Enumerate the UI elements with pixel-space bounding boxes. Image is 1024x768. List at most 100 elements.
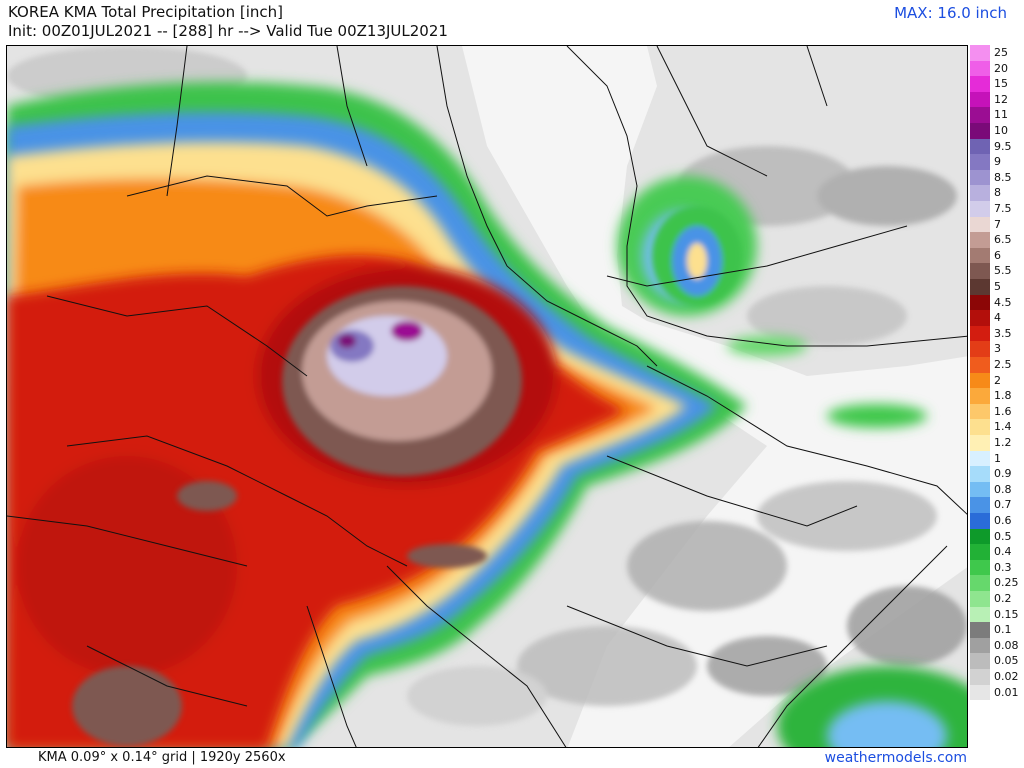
arabia-rain-cells [652, 206, 742, 306]
legend-item: 9 [970, 154, 1024, 170]
legend-swatch [970, 481, 990, 498]
legend-item: 7 [970, 216, 1024, 233]
legend-item: 5.5 [970, 263, 1024, 279]
legend-swatch [970, 528, 990, 545]
legend-item: 1.2 [970, 435, 1024, 451]
legend-swatch [970, 450, 990, 467]
precipitation-map[interactable] [6, 45, 968, 748]
legend-swatch [970, 45, 990, 61]
legend-label: 6 [994, 248, 1001, 262]
legend-swatch [970, 169, 990, 186]
legend-swatch [970, 435, 990, 451]
legend-item: 3 [970, 341, 1024, 357]
extreme-rain-core [72, 286, 522, 746]
legend-item: 6.5 [970, 232, 1024, 248]
legend-item: 0.25 [970, 575, 1024, 591]
legend-item: 0.5 [970, 528, 1024, 545]
legend-item: 4 [970, 310, 1024, 326]
legend-swatch [970, 403, 990, 420]
legend-swatch [970, 637, 990, 654]
legend-label: 7 [994, 217, 1001, 231]
legend-swatch [970, 559, 990, 576]
legend-label: 10 [994, 124, 1008, 137]
color-legend: 25 20 15 12 11 10 9.5 9 8.5 8 7.5 7 6.5 6 5.5 5 4.5 4 3.5 3… [970, 45, 1024, 715]
brand-link[interactable]: weathermodels.com [824, 750, 967, 766]
legend-item: 2.5 [970, 357, 1024, 373]
legend-swatch [970, 591, 990, 607]
legend-item: 0.6 [970, 513, 1024, 529]
legend-label: 9 [994, 155, 1001, 169]
legend-label: 1.6 [994, 404, 1012, 418]
legend-swatch [970, 294, 990, 311]
legend-label: 0.01 [994, 685, 1019, 699]
legend-item: 0.15 [970, 606, 1024, 623]
legend-item: 1.4 [970, 419, 1024, 435]
legend-label: 0.2 [994, 592, 1012, 605]
legend-item: 5 [970, 279, 1024, 295]
legend-label: 1.2 [994, 436, 1012, 449]
legend-item: 7.5 [970, 201, 1024, 217]
legend-swatch [970, 325, 990, 342]
legend-label: 2.5 [994, 358, 1012, 371]
legend-swatch [970, 419, 990, 435]
legend-label: 12 [994, 92, 1008, 106]
legend-swatch [970, 606, 990, 623]
country-borders [7, 46, 967, 747]
legend-swatch [970, 263, 990, 279]
legend-label: 0.3 [994, 560, 1012, 574]
legend-swatch [970, 684, 990, 701]
legend-label: 9.5 [994, 139, 1012, 153]
legend-swatch [970, 388, 990, 404]
legend-label: 0.25 [994, 576, 1019, 590]
legend-label: 0.5 [994, 529, 1012, 543]
legend-label: 0.05 [994, 654, 1019, 668]
legend-item: 8 [970, 185, 1024, 201]
legend-label: 4.5 [994, 295, 1012, 309]
legend-label: 2 [994, 373, 1001, 387]
legend-item: 1.6 [970, 403, 1024, 420]
legend-item: 0.2 [970, 591, 1024, 607]
legend-label: 0.1 [994, 623, 1012, 637]
legend-swatch [970, 107, 990, 123]
legend-label: 7.5 [994, 202, 1012, 215]
legend-item: 0.1 [970, 622, 1024, 638]
legend-swatch [970, 232, 990, 248]
legend-item: 8.5 [970, 169, 1024, 186]
legend-swatch [970, 201, 990, 217]
legend-label: 5.5 [994, 264, 1012, 278]
legend-label: 8.5 [994, 170, 1012, 184]
legend-item: 12 [970, 91, 1024, 108]
legend-label: 8 [994, 186, 1001, 200]
legend-item: 0.7 [970, 497, 1024, 513]
legend-label: 0.8 [994, 482, 1012, 496]
legend-label: 0.7 [994, 498, 1012, 512]
map-title: KOREA KMA Total Precipitation [inch] [8, 3, 284, 21]
legend-item: 0.3 [970, 559, 1024, 576]
legend-item: 6 [970, 247, 1024, 264]
legend-label: 0.6 [994, 514, 1012, 527]
legend-label: 4 [994, 311, 1001, 325]
legend-label: 25 [994, 46, 1008, 59]
legend-swatch [970, 357, 990, 373]
legend-swatch [970, 497, 990, 513]
legend-item: 10 [970, 123, 1024, 139]
legend-item: 0.08 [970, 637, 1024, 654]
legend-swatch [970, 575, 990, 591]
legend-swatch [970, 544, 990, 560]
legend-item: 3.5 [970, 325, 1024, 342]
legend-item: 20 [970, 60, 1024, 77]
legend-swatch [970, 513, 990, 529]
legend-swatch [970, 466, 990, 482]
legend-label: 20 [994, 61, 1008, 75]
legend-label: 0.4 [994, 545, 1012, 559]
legend-item: 0.9 [970, 466, 1024, 482]
legend-swatch [970, 216, 990, 233]
legend-swatch [970, 60, 990, 77]
legend-swatch [970, 310, 990, 326]
legend-item: 0.4 [970, 544, 1024, 560]
legend-item: 9.5 [970, 138, 1024, 155]
legend-label: 1.8 [994, 389, 1012, 403]
legend-label: 3 [994, 342, 1001, 356]
legend-label: 15 [994, 77, 1008, 91]
legend-item: 0.05 [970, 653, 1024, 669]
